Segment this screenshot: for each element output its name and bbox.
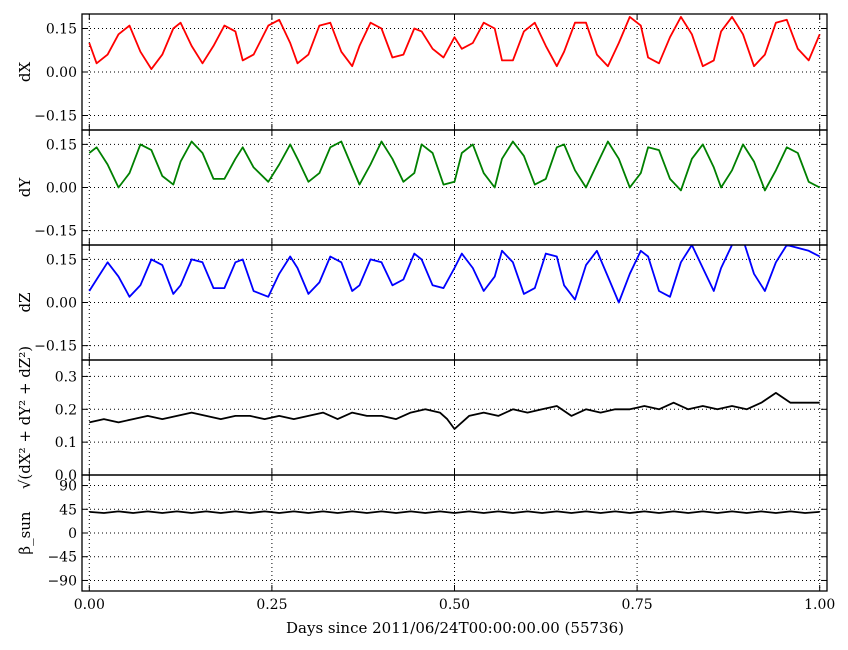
y-axis-label: dZ xyxy=(16,292,34,312)
x-tick-label: 0.00 xyxy=(74,597,105,613)
y-tick-label: 0.2 xyxy=(55,402,77,418)
y-tick-label: 45 xyxy=(59,502,77,518)
y-tick-label: −0.15 xyxy=(34,109,77,125)
y-tick-label: 0.15 xyxy=(46,137,77,153)
y-tick-label: 0.15 xyxy=(46,22,77,38)
y-tick-label: 0.3 xyxy=(55,369,77,385)
series-line xyxy=(88,245,821,304)
x-tick-label: 0.25 xyxy=(256,597,287,613)
y-tick-label: 0.00 xyxy=(46,65,77,81)
panel-2: 0.15 0.00 −0.15 dY xyxy=(16,129,828,246)
y-tick-label: −0.15 xyxy=(34,339,77,355)
y-axis-label: β_sun xyxy=(16,511,34,555)
y-tick-label: −0.15 xyxy=(34,224,77,240)
x-tick-label: 1.00 xyxy=(804,597,835,613)
y-tick-label: 0.00 xyxy=(46,181,77,197)
series-line xyxy=(89,391,820,430)
panel-1: 0.15 0.00 −0.15 dX xyxy=(16,13,828,131)
series-line xyxy=(88,140,821,192)
y-tick-label: −45 xyxy=(47,550,77,566)
panel-3: 0.15 0.00 −0.15 dZ xyxy=(16,244,828,361)
x-tick-label: 0.75 xyxy=(622,597,653,613)
y-tick-label: 0.0 xyxy=(55,468,77,484)
y-tick-label: 0 xyxy=(68,526,77,542)
y-tick-label: −90 xyxy=(47,573,77,589)
series-line xyxy=(88,15,821,70)
panel-frame xyxy=(81,359,828,476)
panel-4: 0.3 0.2 0.1 0.0 √(dX² + dY² + dZ²) xyxy=(16,346,828,489)
y-tick-label: 0.15 xyxy=(46,252,77,268)
y-axis-label: √(dX² + dY² + dZ²) xyxy=(16,346,34,489)
x-tick-label: 0.50 xyxy=(439,597,470,613)
y-axis-label: dY xyxy=(16,177,34,198)
y-axis-label: dX xyxy=(16,62,34,83)
x-axis-label: Days since 2011/06/24T00:00:00.00 (55736… xyxy=(286,619,624,637)
y-tick-label: 0.00 xyxy=(46,296,77,312)
series-line xyxy=(89,510,820,514)
y-tick-label: 90 xyxy=(59,479,77,495)
panel-5: 90 45 0 −45 −90 β_sun xyxy=(16,474,828,592)
y-tick-label: 0.1 xyxy=(55,435,77,451)
